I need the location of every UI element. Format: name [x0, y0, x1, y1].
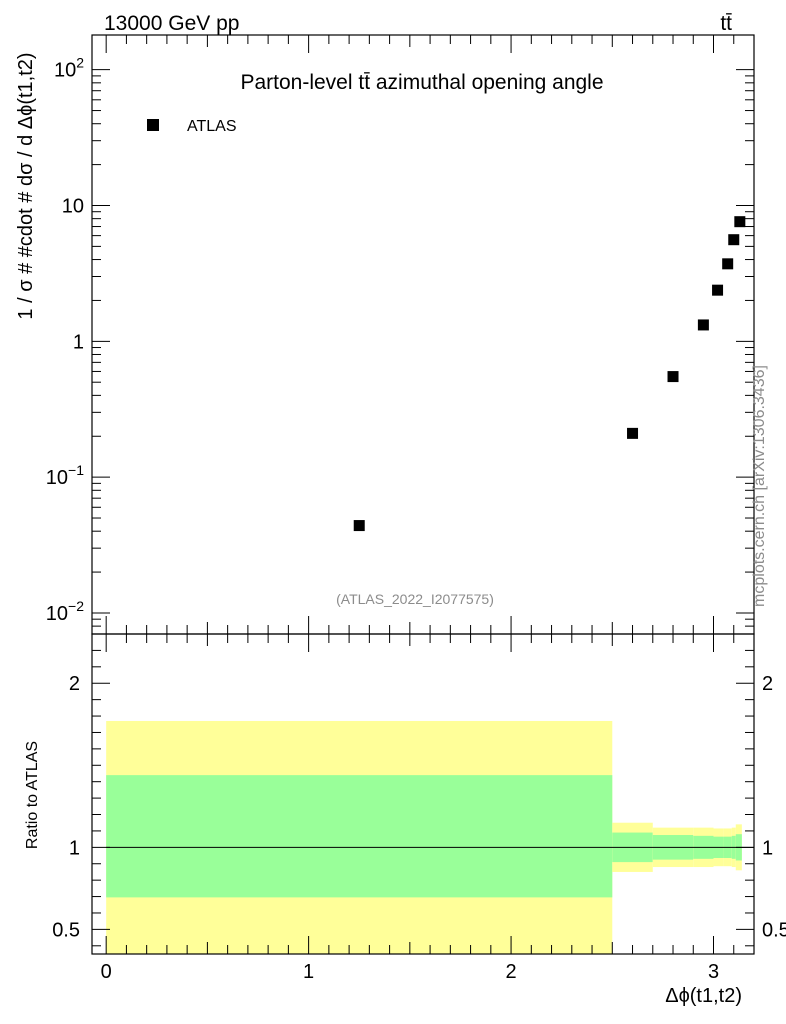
- legend-label-atlas: ATLAS: [187, 118, 237, 135]
- x-tick-label: 0: [101, 961, 112, 983]
- ratio-y-tick-label-right: 2: [762, 673, 773, 695]
- main-y-tick-label: 102: [54, 55, 84, 82]
- data-point-6: [728, 234, 740, 246]
- main-y-axis-title: 1 / σ # #cdot # dσ / d Δϕ(t1,t2): [15, 52, 37, 319]
- data-point-7: [734, 216, 746, 228]
- plot-frames: [91, 34, 755, 955]
- data-points: [353, 216, 746, 532]
- data-point-2: [667, 371, 679, 383]
- x-tick-label: 2: [506, 961, 517, 983]
- ratio-y-tick-label: 1: [69, 837, 80, 859]
- data-point-5: [722, 258, 734, 270]
- ratio-y-axis-title: Ratio to ATLAS: [24, 741, 41, 849]
- inner-band-0: [106, 775, 613, 898]
- main-y-tick-label: 10: [62, 195, 84, 217]
- ratio-y-tick-label: 0.5: [52, 919, 80, 941]
- energy-label: 13000 GeV pp: [104, 12, 239, 35]
- chart-title: Parton-level tt̄ azimuthal opening angle: [240, 71, 603, 94]
- mcplots-side-label: mcplots.cern.ch [arXiv:1306.3436]: [751, 365, 768, 607]
- main-y-tick-label: 10−1: [46, 462, 84, 489]
- legend-marker: [147, 119, 159, 131]
- axis-ticks: 10−2 10−1 1 10 102 0.5 0.5 1 1 2 2 0 1 2 3: [46, 35, 786, 983]
- ratio-y-tick-label-right: 1: [762, 837, 773, 859]
- data-point-1: [627, 427, 639, 439]
- ratio-bands: [106, 720, 754, 954]
- data-point-4: [712, 284, 724, 296]
- data-point-3: [697, 319, 709, 331]
- process-label: tt̄: [720, 12, 732, 35]
- ratio-plot-frame: [91, 633, 755, 955]
- main-y-tick-label: 1: [73, 331, 84, 353]
- data-point-0: [353, 520, 365, 532]
- x-tick-label: 1: [303, 961, 314, 983]
- x-axis-title: Δϕ(t1,t2): [665, 985, 742, 1007]
- ratio-y-tick-label-right: 0.5: [762, 919, 786, 941]
- analysis-annotation: (ATLAS_2022_I2077575): [336, 591, 494, 607]
- x-tick-label: 3: [708, 961, 719, 983]
- ratio-y-tick-label: 2: [69, 673, 80, 695]
- main-y-tick-label: 10−2: [46, 598, 84, 625]
